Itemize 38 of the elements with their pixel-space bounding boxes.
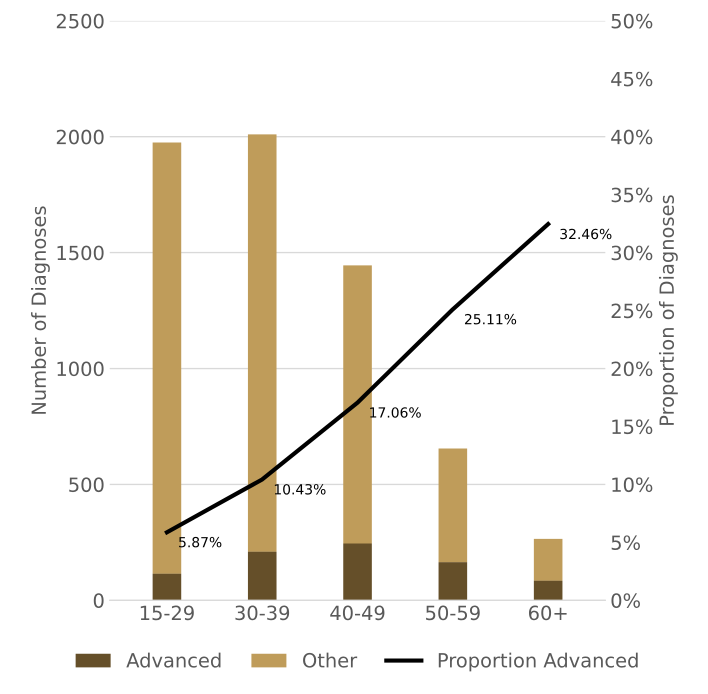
- y2-tick-label: 20%: [612, 361, 652, 376]
- data-label: 32.46%: [560, 228, 612, 240]
- y-tick-label: 1500: [58, 246, 104, 260]
- legend-label: Advanced: [126, 652, 220, 668]
- line-series: [164, 222, 550, 534]
- y2-tick-label: 0%: [611, 593, 640, 608]
- y2-tick-label: 5%: [612, 535, 640, 550]
- x-tick-label: 60+: [528, 606, 567, 620]
- bar: [534, 580, 562, 600]
- bar: [248, 552, 277, 600]
- y-tick-label: 1000: [58, 361, 104, 376]
- x-tick-label: 50-59: [426, 606, 480, 620]
- bar: [152, 574, 182, 600]
- x-tick-label: 30-39: [235, 606, 290, 620]
- y2-tick-label: 25%: [612, 304, 652, 318]
- y2-tick-label: 10%: [612, 477, 652, 492]
- y-axis-title: Number of Diagnoses: [31, 206, 50, 414]
- y2-tick-label: 40%: [611, 130, 652, 144]
- y2-tick-label: 45%: [611, 72, 652, 86]
- bar: [438, 448, 468, 562]
- y2-tick-label: 15%: [612, 419, 652, 434]
- bar: [343, 544, 372, 600]
- y2-tick-label: 35%: [612, 188, 652, 202]
- legend-label: Proportion Advanced: [438, 652, 638, 672]
- y2-tick-label: 50%: [612, 14, 652, 28]
- y-tick-label: 2000: [56, 130, 104, 144]
- data-label: 25.11%: [464, 314, 516, 324]
- bar: [438, 562, 468, 600]
- y2-tick-label: 30%: [612, 246, 652, 260]
- y-tick-label: 0: [94, 593, 104, 608]
- y2-axis-title: Proportion of Diagnoses: [658, 195, 678, 425]
- bar: [534, 538, 562, 581]
- y-tick-label: 500: [69, 477, 104, 492]
- legend-label: Other: [303, 652, 358, 668]
- bar: [343, 265, 372, 544]
- x-tick-label: 15-29: [140, 606, 194, 620]
- y-tick-label: 2500: [56, 14, 104, 28]
- x-tick-label: 40-49: [330, 606, 384, 620]
